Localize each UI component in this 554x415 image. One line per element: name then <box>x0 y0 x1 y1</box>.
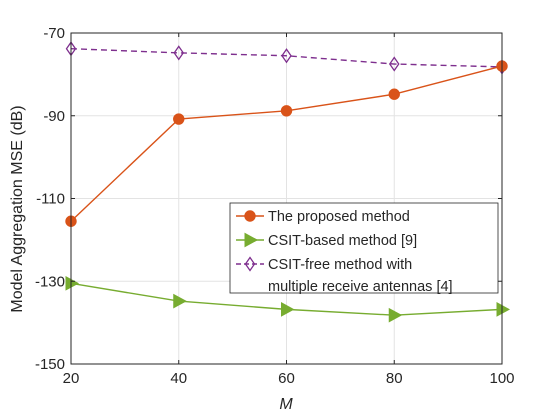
legend-box <box>229 202 499 294</box>
data-point <box>280 105 293 117</box>
legend-item-2: CSIT-based method [9] <box>236 232 417 249</box>
series-2 <box>65 275 511 323</box>
axis-ticks: 20 40 60 80 100 -70 -90 -110 -130 -150 <box>35 25 515 387</box>
y-tick-label: -110 <box>36 191 65 208</box>
y-axis-label: Model Aggregation MSE (dB) <box>9 105 26 312</box>
legend-item-3: CSIT-free method with multiple receive an… <box>236 256 453 295</box>
legend-marker <box>244 232 259 248</box>
data-point <box>388 88 400 100</box>
data-point <box>388 307 403 323</box>
data-point <box>173 113 185 125</box>
x-tick-label: 100 <box>489 370 514 387</box>
legend-label: The proposed method <box>268 209 410 225</box>
legend-item-1: The proposed method <box>236 209 410 225</box>
y-tick-label: -130 <box>35 273 65 290</box>
data-point <box>281 48 292 64</box>
x-axis-label: M <box>279 396 293 413</box>
legend-marker <box>244 256 256 272</box>
legend-marker <box>244 210 256 222</box>
legend-label: multiple receive antennas [4] <box>268 279 453 295</box>
data-point <box>281 302 295 317</box>
data-point <box>173 293 187 309</box>
data-point <box>65 275 80 291</box>
legend-label: CSIT-based method [9] <box>268 233 417 249</box>
data-point <box>496 302 511 317</box>
legend-label: CSIT-free method with <box>268 257 412 273</box>
x-tick-label: 80 <box>386 370 403 387</box>
legend: The proposed method CSIT-based method [9]… <box>229 202 499 295</box>
y-tick-label: -150 <box>35 356 65 373</box>
x-tick-label: 20 <box>63 370 80 387</box>
data-point <box>388 56 400 72</box>
x-tick-label: 40 <box>170 370 187 387</box>
x-tick-label: 60 <box>278 370 295 387</box>
data-point <box>173 45 185 61</box>
y-tick-label: -90 <box>43 108 65 125</box>
y-tick-label: -70 <box>43 25 65 42</box>
series-line <box>70 48 503 68</box>
